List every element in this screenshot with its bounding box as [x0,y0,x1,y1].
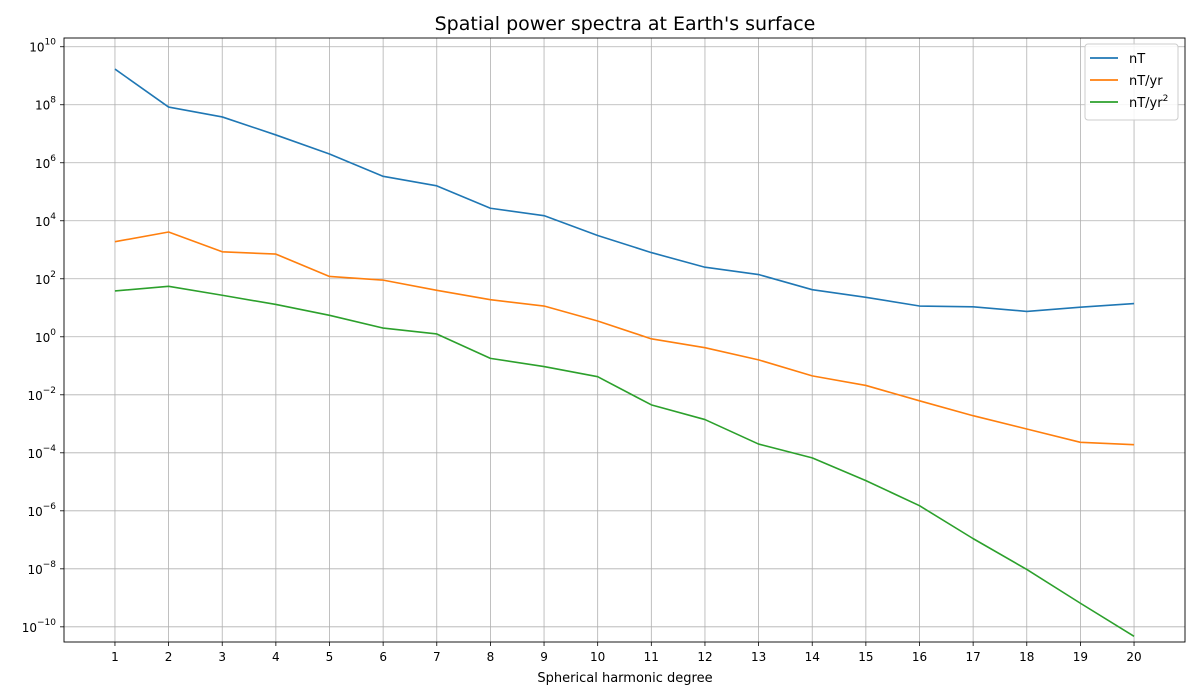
y-tick-label: 10−10 [22,618,57,635]
legend-label: nT/yr [1129,74,1163,89]
series-line-3 [114,285,1135,638]
y-tick-label: 1010 [29,38,56,55]
x-tick-label: 1 [111,650,119,664]
series-line-1 [114,68,1135,313]
x-tick-label: 12 [697,650,712,664]
x-tick-label: 18 [1019,650,1034,664]
y-tick-label: 106 [35,154,56,171]
x-tick-label: 19 [1073,650,1088,664]
legend-box [1084,43,1179,121]
x-tick-label: 10 [590,650,605,664]
chart-title: Spatial power spectra at Earth's surface [435,13,816,35]
x-tick-label: 5 [326,650,334,664]
x-tick-label: 3 [218,650,226,664]
x-tick-label: 16 [912,650,927,664]
x-tick-label: 8 [487,650,495,664]
y-tick-label: 102 [35,270,56,287]
x-tick-label: 4 [272,650,280,664]
legend-label: nT/yr2 [1129,94,1168,111]
x-axis-ticks: 1 2 3 4 5 6 7 8 9 10 11 12 13 14 15 16 17 18 19 20 [111,642,1142,664]
legend: nT nT/yr nT/yr2 [1084,43,1179,121]
y-tick-label: 10−8 [27,560,56,577]
x-axis-label: Spherical harmonic degree [537,671,712,686]
x-tick-label: 17 [965,650,980,664]
x-tick-label: 11 [644,650,659,664]
y-tick-label: 10−2 [27,386,56,403]
x-tick-label: 9 [540,650,548,664]
y-tick-label: 100 [35,328,56,345]
plot-frame [63,37,1186,643]
y-axis-ticks: 1010 108 106 104 102 100 10−2 10−4 10−6 10−8 10−10 [22,38,64,635]
grid-lines [64,38,1185,642]
y-tick-label: 104 [35,212,56,229]
series-line-2 [114,231,1135,446]
series-lines [114,68,1135,638]
x-tick-label: 15 [858,650,873,664]
x-tick-label: 2 [165,650,173,664]
x-tick-label: 20 [1126,650,1141,664]
y-tick-label: 108 [35,96,56,113]
x-tick-label: 13 [751,650,766,664]
y-tick-label: 10−6 [27,502,56,519]
x-tick-label: 7 [433,650,441,664]
x-tick-label: 6 [379,650,387,664]
y-tick-label: 10−4 [27,444,56,461]
legend-label: nT [1129,52,1145,67]
x-tick-label: 14 [805,650,820,664]
